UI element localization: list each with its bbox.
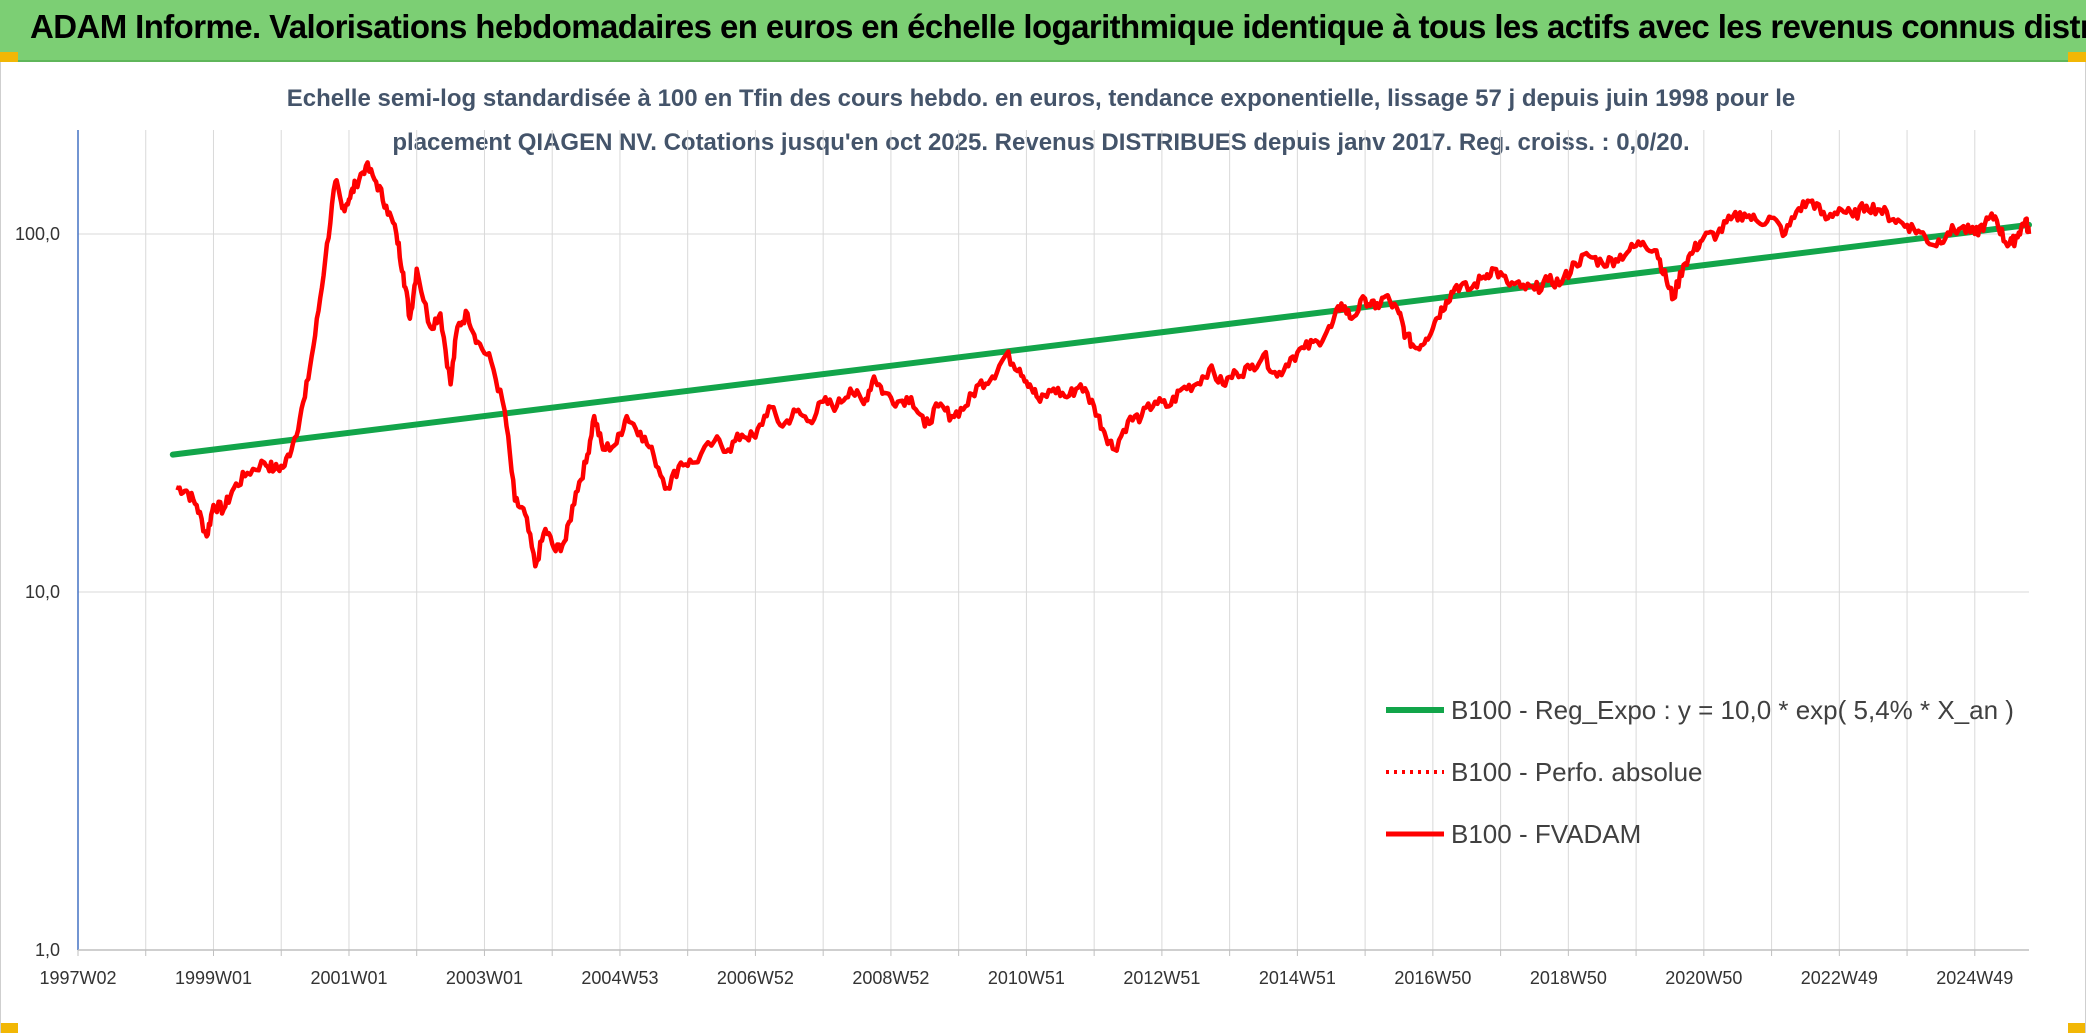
x-tick-label: 2022W49	[1801, 968, 1878, 988]
series-reg-expo-line	[169, 221, 2032, 458]
x-tick-label: 2012W51	[1123, 968, 1200, 988]
log-line-chart: Echelle semi-log standardisée à 100 en T…	[15, 85, 2032, 988]
x-tick-label: 2018W50	[1530, 968, 1607, 988]
x-tick-label: 2024W49	[1936, 968, 2013, 988]
y-tick-label: 1,0	[35, 940, 60, 960]
x-tick-label: 2008W52	[852, 968, 929, 988]
y-tick-label: 100,0	[15, 224, 60, 244]
chart-subtitle-line-2: placement QIAGEN NV. Cotations jusqu'en …	[392, 129, 1689, 156]
x-tick-label: 2004W53	[581, 968, 658, 988]
x-tick-label: 1997W02	[39, 968, 116, 988]
corner-marker-bottom-left	[0, 1023, 18, 1033]
grid-lines	[77, 130, 2029, 951]
corner-marker-bottom-right	[2068, 1023, 2086, 1033]
x-tick-label: 2016W50	[1394, 968, 1471, 988]
x-axis-tick-labels: 1997W02 1999W01 2001W01 2003W01 2004W53 2006W…	[39, 968, 2013, 988]
y-tick-label: 10,0	[25, 582, 60, 602]
x-tick-label: 2003W01	[446, 968, 523, 988]
y-axis-tick-labels: 1,0 10,0 100,0	[15, 224, 60, 960]
x-tick-label: 2001W01	[310, 968, 387, 988]
legend-item-reg-expo-label: B100 - Reg_Expo : y = 10,0 * exp( 5,4% *…	[1451, 695, 2014, 725]
axes	[77, 130, 2029, 956]
report-banner: ADAM Informe. Valorisations hebdomadaire…	[0, 0, 2086, 62]
chart-subtitle-line-1: Echelle semi-log standardisée à 100 en T…	[287, 85, 1795, 112]
x-tick-label: 2014W51	[1259, 968, 1336, 988]
chart-frame: Echelle semi-log standardisée à 100 en T…	[0, 62, 2086, 1033]
series-lines	[169, 160, 2032, 569]
x-tick-label: 2010W51	[988, 968, 1065, 988]
legend: B100 - Reg_Expo : y = 10,0 * exp( 5,4% *…	[1386, 695, 2014, 849]
report-title: ADAM Informe. Valorisations hebdomadaire…	[30, 8, 2086, 45]
series-fvadam-line	[175, 160, 2032, 569]
corner-marker-top-left	[0, 52, 18, 62]
legend-item-perfo-absolue-label: B100 - Perfo. absolue	[1451, 757, 1703, 787]
x-tick-label: 2020W50	[1665, 968, 1742, 988]
corner-marker-top-right	[2068, 52, 2086, 62]
legend-item-fvadam-label: B100 - FVADAM	[1451, 819, 1641, 849]
x-tick-label: 2006W52	[717, 968, 794, 988]
x-tick-label: 1999W01	[175, 968, 252, 988]
